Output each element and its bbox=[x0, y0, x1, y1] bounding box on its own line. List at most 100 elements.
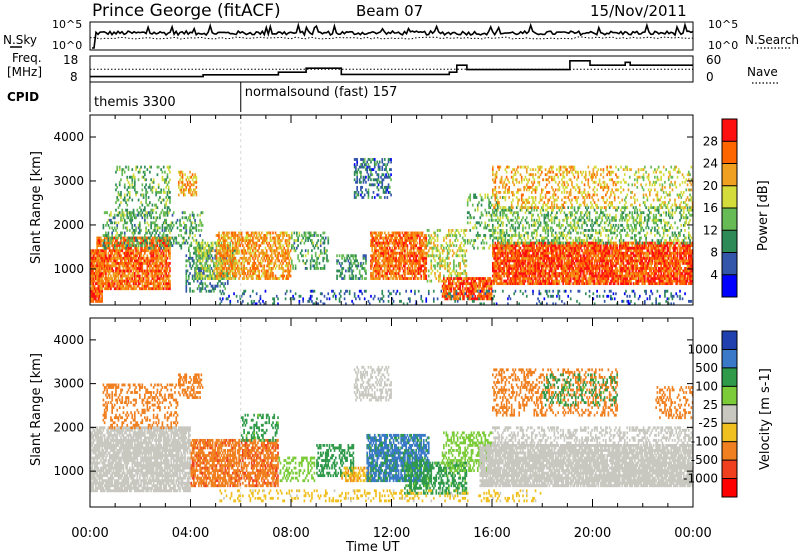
echo-cell bbox=[145, 229, 147, 232]
echo-cell bbox=[274, 236, 277, 240]
echo-cell bbox=[200, 229, 203, 232]
echo-cell bbox=[172, 223, 175, 227]
echo-cell bbox=[367, 188, 370, 192]
echo-cell bbox=[142, 279, 145, 283]
echo-cell bbox=[147, 249, 150, 253]
echo-cell bbox=[108, 267, 111, 270]
echo-cell bbox=[128, 236, 131, 240]
echo-cell bbox=[432, 236, 435, 240]
echo-cell bbox=[497, 244, 499, 248]
echo-cell bbox=[272, 231, 274, 235]
echo-cell bbox=[117, 269, 120, 273]
echo-cell bbox=[209, 269, 211, 273]
echo-cell bbox=[489, 277, 492, 280]
echo-cell bbox=[160, 201, 163, 204]
echo-cell bbox=[455, 251, 458, 255]
echo-cell bbox=[166, 269, 169, 273]
echo-cell bbox=[113, 244, 116, 248]
echo-cell bbox=[377, 178, 380, 182]
echo-cell bbox=[231, 259, 234, 263]
echo-cell bbox=[165, 221, 168, 225]
echo-cell bbox=[198, 241, 200, 245]
echo-cell bbox=[193, 193, 195, 197]
echo-cell bbox=[105, 272, 107, 275]
echo-cell bbox=[385, 234, 387, 237]
echo-cell bbox=[133, 175, 136, 179]
echo-cell bbox=[162, 246, 165, 250]
echo-cell bbox=[141, 261, 144, 265]
echo-cell bbox=[304, 239, 307, 242]
echo-cell bbox=[298, 234, 301, 237]
echo-cell bbox=[468, 239, 470, 242]
echo-cell bbox=[226, 241, 229, 245]
echo-cell bbox=[484, 193, 487, 197]
echo-cell bbox=[91, 267, 93, 270]
echo-cell bbox=[117, 261, 120, 265]
echo-cell bbox=[131, 287, 134, 291]
echo-cell bbox=[226, 282, 229, 286]
echo-cell bbox=[444, 264, 446, 268]
echo-cell bbox=[123, 196, 126, 199]
echo-cell bbox=[131, 178, 134, 182]
echo-cell bbox=[113, 251, 116, 255]
echo-cell bbox=[130, 279, 132, 283]
echo-cell bbox=[336, 277, 338, 280]
echo-cell bbox=[499, 213, 502, 217]
echo-cell bbox=[430, 259, 433, 263]
echo-cell bbox=[252, 249, 254, 253]
echo-cell bbox=[182, 236, 185, 240]
echo-cell bbox=[279, 261, 282, 265]
echo-cell bbox=[455, 269, 458, 273]
echo-cell bbox=[252, 236, 254, 240]
echo-cell bbox=[141, 203, 144, 207]
echo-cell bbox=[278, 277, 281, 280]
echo-cell bbox=[98, 297, 101, 301]
echo-cell bbox=[123, 279, 126, 283]
echo-cell bbox=[420, 277, 423, 280]
echo-cell bbox=[136, 254, 139, 258]
echo-cell bbox=[175, 221, 178, 225]
echo-cell bbox=[138, 274, 141, 278]
echo-cell bbox=[267, 254, 269, 258]
echo-cell bbox=[135, 264, 137, 268]
echo-cell bbox=[450, 287, 453, 291]
echo-cell bbox=[492, 234, 494, 237]
echo-cell bbox=[146, 216, 149, 220]
echo-cell bbox=[126, 203, 129, 207]
echo-cell bbox=[226, 279, 229, 283]
echo-cell bbox=[102, 223, 105, 227]
echo-cell bbox=[110, 259, 112, 263]
echo-cell bbox=[128, 246, 131, 250]
echo-cell bbox=[401, 251, 404, 255]
echo-cell bbox=[373, 244, 376, 248]
echo-cell bbox=[145, 198, 147, 202]
echo-cell bbox=[112, 274, 115, 278]
echo-cell bbox=[121, 261, 124, 265]
echo-cell bbox=[160, 269, 163, 273]
echo-cell bbox=[96, 251, 98, 255]
echo-cell bbox=[133, 261, 136, 265]
echo-cell bbox=[166, 267, 169, 270]
echo-cell bbox=[451, 284, 454, 288]
echo-cell bbox=[358, 272, 361, 275]
echo-cell bbox=[111, 251, 114, 255]
echo-cell bbox=[141, 246, 144, 250]
echo-cell bbox=[392, 277, 395, 280]
echo-cell bbox=[131, 256, 134, 260]
echo-cell bbox=[265, 241, 268, 245]
echo-cell bbox=[141, 236, 144, 240]
echo-cell bbox=[386, 246, 389, 250]
echo-cell bbox=[123, 236, 126, 240]
echo-cell bbox=[133, 272, 136, 275]
echo-cell bbox=[486, 193, 489, 197]
echo-cell bbox=[448, 269, 450, 273]
echo-cell bbox=[480, 211, 483, 215]
echo-cell bbox=[282, 272, 284, 275]
echo-cell bbox=[137, 272, 140, 275]
echo-cell bbox=[154, 277, 156, 280]
echo-cell bbox=[348, 264, 351, 268]
echo-cell bbox=[117, 282, 120, 286]
echo-cell bbox=[381, 272, 384, 275]
echo-cell bbox=[404, 251, 406, 255]
echo-cell bbox=[127, 282, 130, 286]
